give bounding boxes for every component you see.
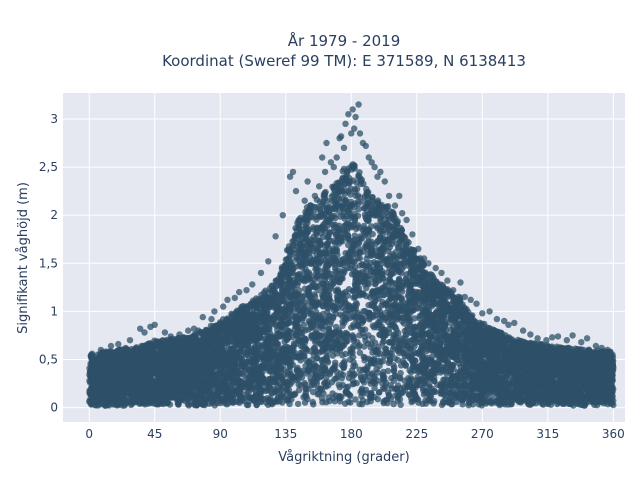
data-point (384, 367, 392, 375)
data-point (355, 206, 362, 213)
data-point (329, 390, 336, 397)
data-points (86, 101, 617, 409)
data-point (290, 280, 297, 287)
